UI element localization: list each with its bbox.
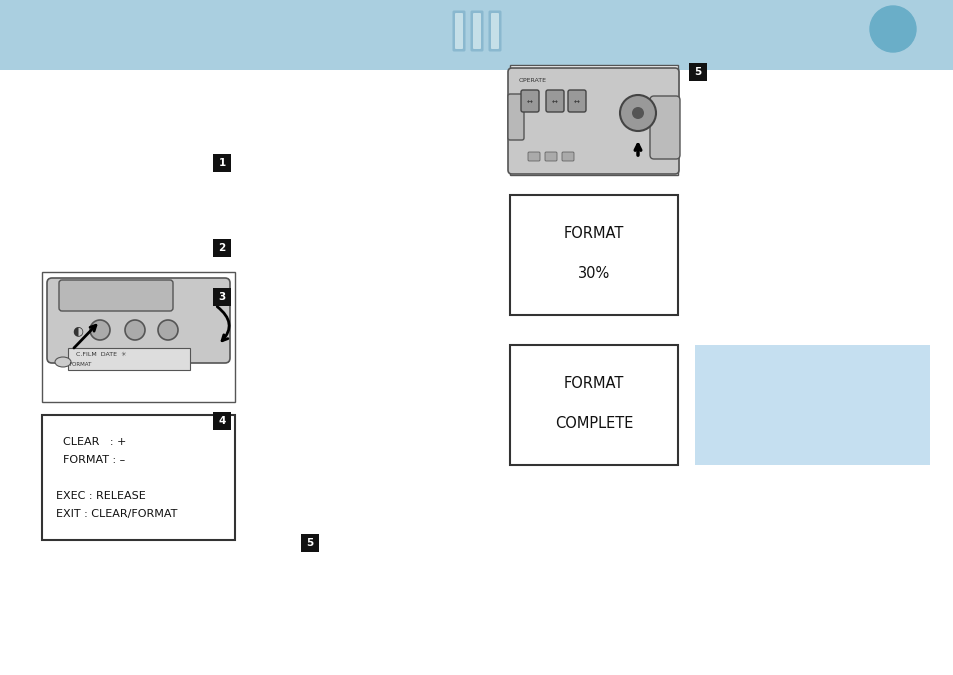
Text: EXIT : CLEAR/FORMAT: EXIT : CLEAR/FORMAT [56, 509, 177, 519]
Bar [42, 415, 234, 540]
Circle shape [125, 320, 145, 340]
Text: OPERATE: OPERATE [518, 78, 546, 83]
FancyBboxPatch shape [488, 11, 501, 51]
FancyBboxPatch shape [59, 280, 172, 311]
Text: 30%: 30% [578, 265, 610, 281]
Bar [510, 65, 678, 175]
FancyBboxPatch shape [213, 288, 231, 306]
Text: COMPLETE: COMPLETE [555, 416, 633, 431]
Text: 5: 5 [306, 538, 314, 548]
Bar [68, 348, 190, 370]
FancyBboxPatch shape [649, 96, 679, 159]
FancyBboxPatch shape [455, 13, 462, 49]
Circle shape [631, 107, 643, 119]
Text: ↔: ↔ [526, 100, 533, 106]
Bar [510, 345, 678, 465]
Ellipse shape [55, 357, 71, 367]
FancyBboxPatch shape [0, 0, 953, 70]
Text: FORMAT : –: FORMAT : – [56, 455, 125, 465]
FancyBboxPatch shape [213, 412, 231, 430]
FancyBboxPatch shape [213, 239, 231, 257]
Text: FORMAT: FORMAT [563, 375, 623, 391]
Circle shape [158, 320, 178, 340]
FancyBboxPatch shape [507, 94, 523, 140]
Circle shape [866, 3, 918, 55]
Text: ↔: ↔ [574, 100, 579, 106]
FancyBboxPatch shape [527, 152, 539, 161]
Circle shape [878, 15, 906, 43]
Circle shape [873, 10, 911, 48]
Text: 3: 3 [218, 292, 226, 302]
Text: 2: 2 [218, 243, 226, 253]
Bar [42, 272, 234, 402]
Text: 1: 1 [218, 158, 226, 168]
Circle shape [90, 320, 110, 340]
FancyBboxPatch shape [561, 152, 574, 161]
Text: ↔: ↔ [552, 100, 558, 106]
Text: ◐: ◐ [72, 325, 83, 338]
FancyBboxPatch shape [470, 11, 483, 51]
Circle shape [619, 95, 656, 131]
FancyBboxPatch shape [491, 13, 498, 49]
Text: FORMAT: FORMAT [70, 362, 92, 367]
FancyBboxPatch shape [452, 11, 465, 51]
FancyBboxPatch shape [473, 13, 480, 49]
FancyBboxPatch shape [520, 90, 538, 112]
FancyBboxPatch shape [47, 278, 230, 363]
Bar [510, 195, 678, 315]
Text: 5: 5 [694, 67, 700, 77]
Text: CLEAR   : +: CLEAR : + [56, 437, 126, 447]
FancyBboxPatch shape [507, 68, 679, 174]
FancyBboxPatch shape [688, 63, 706, 81]
FancyBboxPatch shape [544, 152, 557, 161]
FancyBboxPatch shape [213, 154, 231, 172]
Text: FORMAT: FORMAT [563, 225, 623, 240]
Bar [695, 345, 929, 465]
FancyBboxPatch shape [545, 90, 563, 112]
Text: EXEC : RELEASE: EXEC : RELEASE [56, 491, 146, 501]
Circle shape [869, 6, 915, 52]
FancyBboxPatch shape [567, 90, 585, 112]
Text: 4: 4 [218, 416, 226, 426]
FancyBboxPatch shape [301, 534, 318, 552]
Text: C.FILM  DATE  ☼: C.FILM DATE ☼ [76, 352, 127, 356]
